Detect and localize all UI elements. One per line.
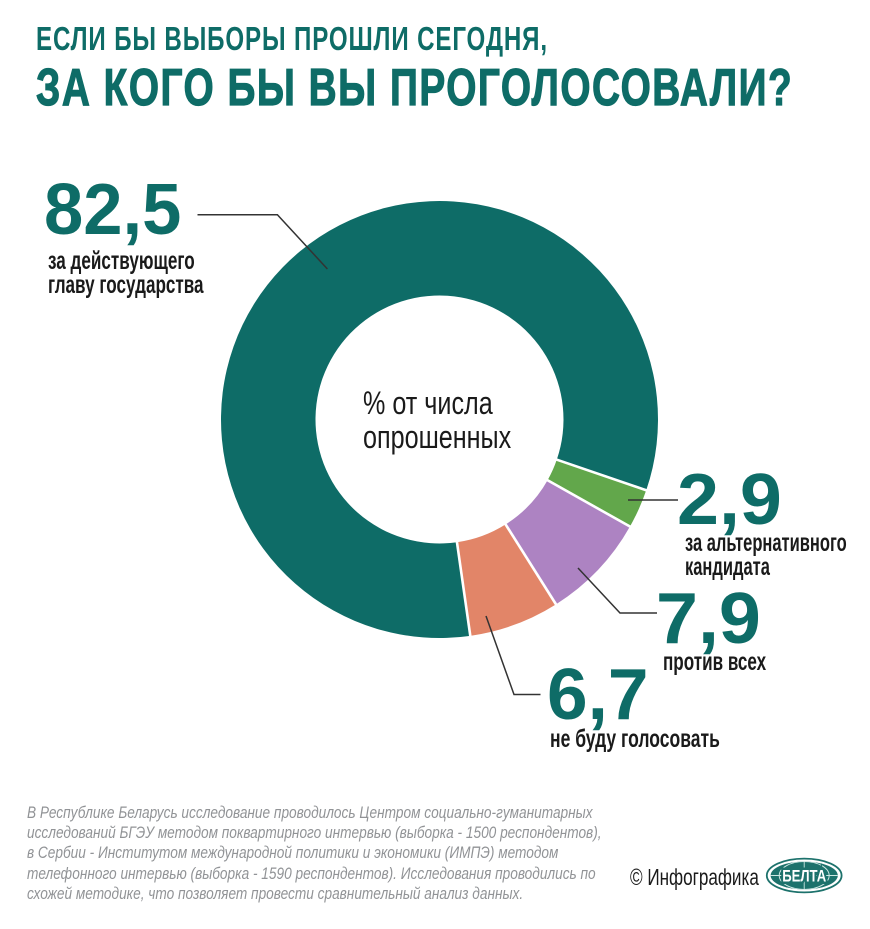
svg-text:БЕЛТА: БЕЛТА bbox=[782, 866, 826, 885]
